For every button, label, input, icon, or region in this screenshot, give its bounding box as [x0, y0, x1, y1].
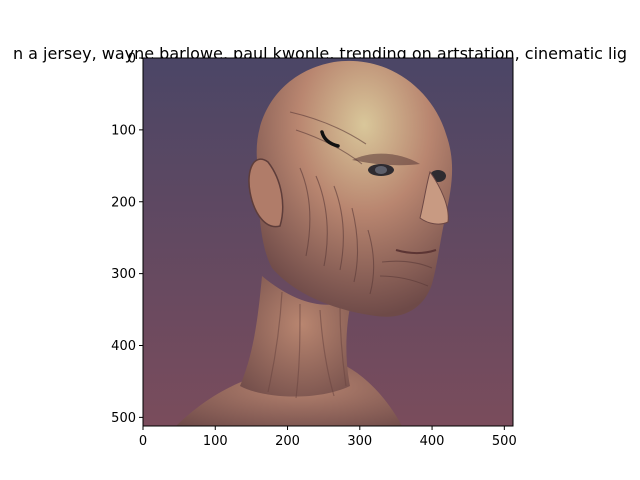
neck	[240, 276, 352, 397]
y-tick-label: 0	[128, 52, 136, 67]
mouth	[395, 249, 437, 254]
y-tick-label: 200	[111, 195, 136, 210]
axes-frame	[142, 57, 514, 427]
x-tick-label: 400	[420, 434, 445, 449]
iris-left	[375, 166, 387, 174]
x-axis: 0 100 200 300 400 500	[139, 426, 517, 449]
x-tick-label: 300	[347, 434, 372, 449]
x-tick-label: 200	[275, 434, 300, 449]
plot-image	[143, 58, 513, 426]
y-tick-label: 400	[111, 339, 136, 354]
neck-tendons	[267, 291, 347, 399]
y-tick-label: 300	[111, 267, 136, 282]
x-tick-label: 0	[139, 434, 147, 449]
y-tick-label: 100	[111, 123, 136, 138]
scar-mark	[320, 130, 340, 148]
ear	[248, 158, 284, 228]
y-axis: 0 100 200 300 400 500	[111, 52, 143, 426]
nose	[419, 170, 449, 225]
x-tick-label: 100	[203, 434, 228, 449]
head	[256, 60, 453, 317]
y-tick-label: 500	[111, 411, 136, 426]
x-tick-label: 500	[492, 434, 517, 449]
brow	[352, 153, 420, 166]
